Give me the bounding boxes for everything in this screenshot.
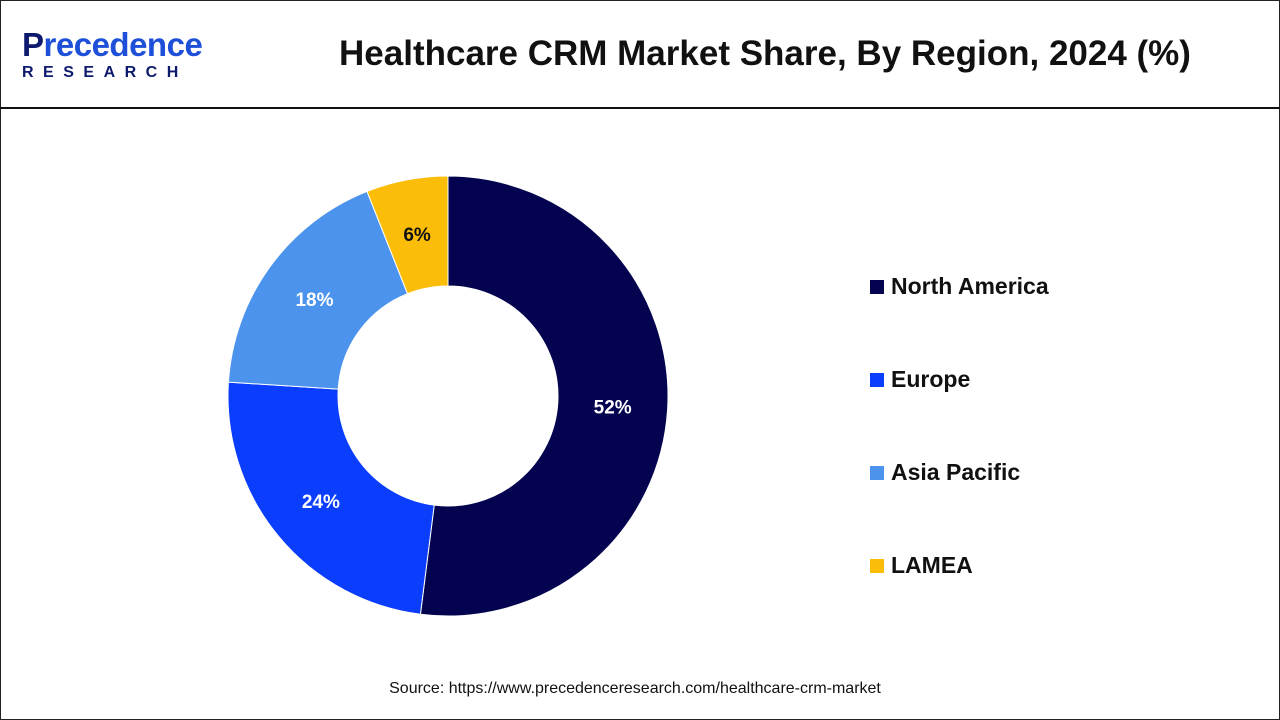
legend-swatch <box>870 372 884 387</box>
data-label: 18% <box>295 290 333 311</box>
slice-lamea <box>366 175 449 295</box>
slice-europe <box>227 381 435 615</box>
slice-north-america <box>419 175 669 617</box>
legend-item-north-america: North America <box>870 240 1049 333</box>
data-label: 52% <box>594 397 632 418</box>
chart-title: Healthcare CRM Market Share, By Region, … <box>339 34 1191 73</box>
precedence-research-logo: Precedence RESEARCH <box>22 26 203 82</box>
data-label: 6% <box>403 225 431 246</box>
legend: North America Europe Asia Pacific LAMEA <box>870 240 1049 612</box>
legend-swatch <box>870 465 884 480</box>
slice-asia-pacific <box>227 190 409 390</box>
legend-item-europe: Europe <box>870 333 1049 426</box>
legend-swatch <box>870 558 884 573</box>
header: Precedence RESEARCH Healthcare CRM Marke… <box>0 0 1280 109</box>
legend-swatch <box>870 279 884 294</box>
legend-item-asia-pacific: Asia Pacific <box>870 426 1049 519</box>
source-text: Source: https://www.precedenceresearch.c… <box>389 680 881 697</box>
data-label: 24% <box>302 492 340 513</box>
legend-item-lamea: LAMEA <box>870 519 1049 612</box>
